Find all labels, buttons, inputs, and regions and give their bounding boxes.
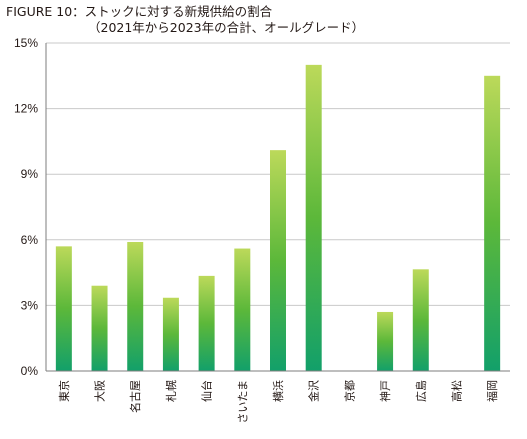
x-category-label: 名古屋: [128, 380, 142, 413]
x-category-label: 金沢: [307, 380, 321, 402]
chart-title-block: FIGURE 10：ストックに対する新規供給の割合 （2021年から2023年の…: [6, 4, 364, 36]
x-category-label: さいたま: [236, 380, 249, 424]
bar: [305, 64, 322, 371]
x-category-label: 仙台: [200, 380, 214, 402]
x-category-label: 大阪: [93, 380, 107, 402]
x-category-label: 神戸: [378, 380, 392, 402]
bar: [484, 75, 501, 372]
bars: [55, 64, 501, 372]
x-category-label: 東京: [57, 380, 71, 402]
x-category-label: 札幌: [164, 380, 178, 402]
chart-title: FIGURE 10：ストックに対する新規供給の割合: [6, 4, 273, 19]
bar: [55, 246, 72, 371]
y-tick-label: 0%: [21, 364, 39, 378]
bar: [377, 311, 394, 371]
labels: 0% 3% 6% 9% 12% 15% 東京 大阪 名古屋 札幌 仙台 さいたま 横浜 金沢 京都 神戸 広島高…: [14, 36, 499, 424]
x-category-label: 広島: [414, 380, 428, 402]
y-tick-label: 6%: [21, 233, 39, 247]
bar: [234, 248, 251, 371]
y-tick-label: 9%: [21, 167, 39, 181]
bar: [162, 297, 179, 371]
bar: [127, 241, 144, 371]
x-category-label: 高松: [449, 380, 463, 402]
x-category-label: 京都: [342, 380, 356, 402]
bar: [412, 269, 429, 371]
y-tick-label: 12%: [14, 102, 38, 116]
bar: [270, 150, 286, 371]
chart-subtitle: （2021年から2023年の合計、オールグレード）: [88, 20, 365, 35]
bar: [91, 285, 108, 371]
axes: [45, 43, 510, 372]
y-tick-label: 15%: [14, 36, 38, 50]
x-category-label: 福岡: [485, 380, 499, 402]
y-tick-label: 3%: [21, 298, 39, 312]
bar: [198, 275, 215, 371]
x-category-label: 横浜: [271, 380, 285, 402]
